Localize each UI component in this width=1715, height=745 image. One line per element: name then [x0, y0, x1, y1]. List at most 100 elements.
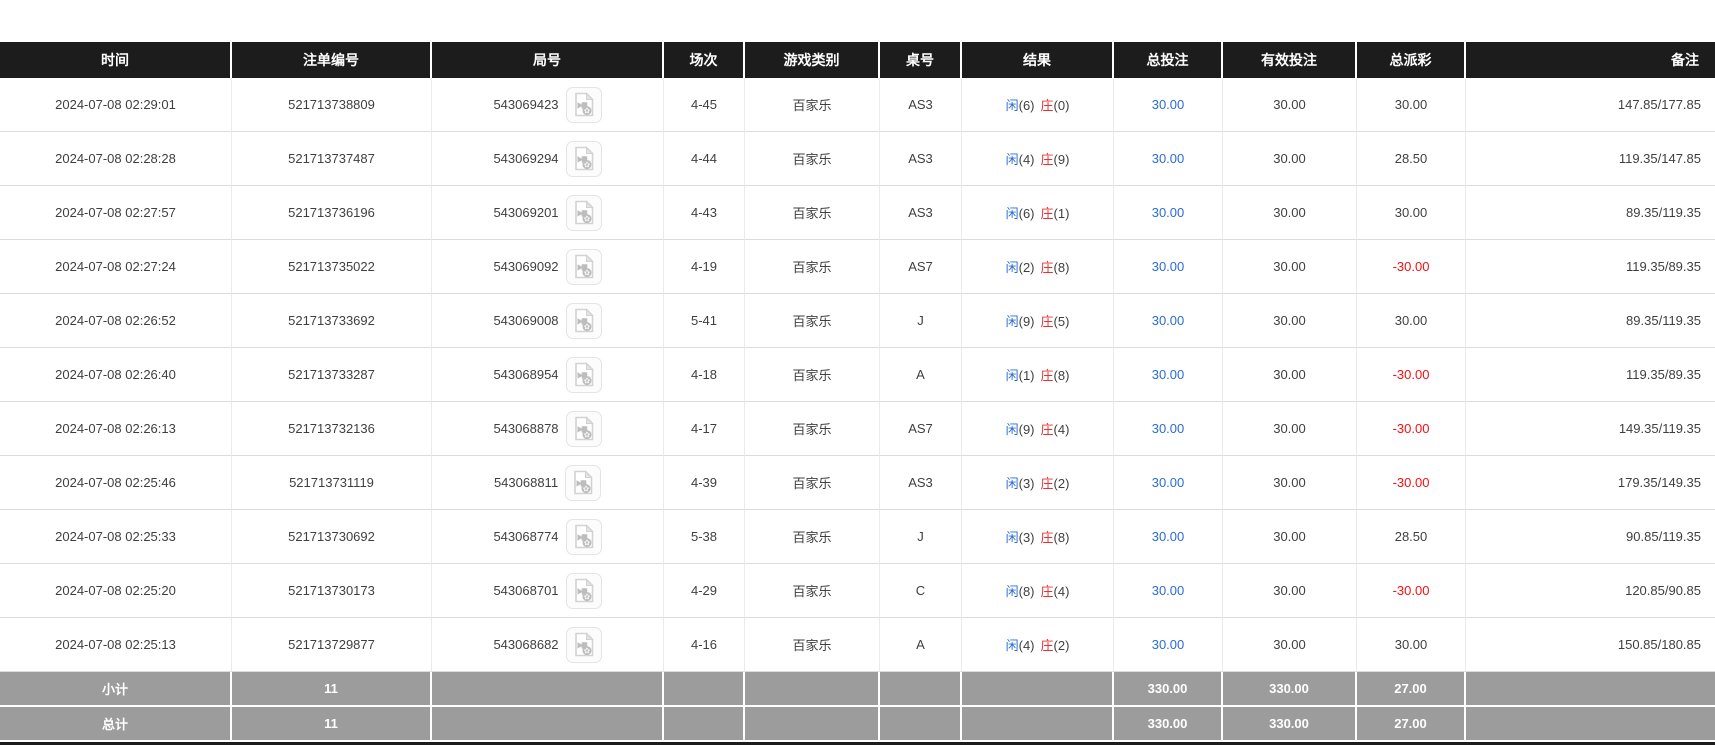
- total-bet-link[interactable]: 30.00: [1151, 205, 1185, 220]
- remark: 149.35/119.35: [1466, 402, 1715, 456]
- col-header-table-no: 桌号: [880, 42, 962, 78]
- video-file-icon: [574, 254, 594, 279]
- result-player-score: (4): [1018, 152, 1035, 167]
- video-file-icon: [574, 92, 594, 117]
- result-player-score: (6): [1018, 98, 1035, 113]
- result-player-label: 闲: [1005, 98, 1019, 113]
- video-replay-button[interactable]: [565, 410, 602, 447]
- valid-bet: 30.00: [1223, 186, 1357, 240]
- round-id: 543069092: [493, 259, 559, 274]
- total-bet-link[interactable]: 30.00: [1151, 367, 1185, 382]
- table-no: AS3: [880, 456, 962, 510]
- col-header-total-payout: 总派彩: [1357, 42, 1466, 78]
- bet-id: 521713732136: [232, 402, 432, 456]
- total-bet-link[interactable]: 30.00: [1151, 637, 1185, 652]
- round-id: 543068774: [493, 529, 559, 544]
- result-banker-label: 庄: [1040, 98, 1054, 113]
- total-bet-link[interactable]: 30.00: [1151, 475, 1185, 490]
- session: 5-41: [664, 294, 745, 348]
- video-replay-button[interactable]: [565, 86, 602, 123]
- bet-time: 2024-07-08 02:26:52: [0, 294, 232, 348]
- total-bet-link[interactable]: 30.00: [1151, 421, 1185, 436]
- video-replay-button[interactable]: [565, 626, 602, 663]
- remark: 119.35/89.35: [1466, 348, 1715, 402]
- result-cell: 闲(6) 庄(0): [962, 78, 1114, 132]
- total-bet-cell: 30.00: [1114, 294, 1223, 348]
- result-player-score: (9): [1018, 422, 1035, 437]
- video-replay-button[interactable]: [565, 356, 602, 393]
- col-header-game-type: 游戏类别: [745, 42, 880, 78]
- result-player-label: 闲: [1005, 368, 1019, 383]
- game-type: 百家乐: [745, 618, 880, 672]
- table-row: 2024-07-08 02:26:52 521713733692 543069008…: [0, 294, 1715, 348]
- result-player-score: (1): [1018, 368, 1035, 383]
- bet-id: 521713736196: [232, 186, 432, 240]
- valid-bet: 30.00: [1223, 456, 1357, 510]
- result-player-score: (9): [1018, 314, 1035, 329]
- video-replay-button[interactable]: [565, 518, 602, 555]
- session: 4-45: [664, 78, 745, 132]
- game-type: 百家乐: [745, 78, 880, 132]
- round-id: 543068954: [493, 367, 559, 382]
- result-player-label: 闲: [1005, 314, 1019, 329]
- round-cell: 543068701: [432, 564, 664, 618]
- result-player-label: 闲: [1005, 584, 1019, 599]
- total-payout: 30.00: [1357, 186, 1466, 240]
- session: 4-19: [664, 240, 745, 294]
- video-replay-button[interactable]: [565, 464, 602, 501]
- table-no: AS7: [880, 402, 962, 456]
- valid-bet: 30.00: [1223, 78, 1357, 132]
- round-id: 543068878: [493, 421, 559, 436]
- round-id: 543068811: [493, 475, 559, 490]
- result-banker-score: (8): [1053, 368, 1070, 383]
- result-player-label: 闲: [1005, 422, 1019, 437]
- remark: 150.85/180.85: [1466, 618, 1715, 672]
- valid-bet: 30.00: [1223, 618, 1357, 672]
- total-bet-link[interactable]: 30.00: [1151, 151, 1185, 166]
- bet-id: 521713733692: [232, 294, 432, 348]
- bet-time: 2024-07-08 02:25:46: [0, 456, 232, 510]
- table-row: 2024-07-08 02:25:20 521713730173 543068701…: [0, 564, 1715, 618]
- valid-bet: 30.00: [1223, 348, 1357, 402]
- video-replay-button[interactable]: [565, 248, 602, 285]
- game-type: 百家乐: [745, 456, 880, 510]
- round-id: 543069423: [493, 97, 559, 112]
- bet-id: 521713730173: [232, 564, 432, 618]
- video-replay-button[interactable]: [565, 194, 602, 231]
- total-bet-link[interactable]: 30.00: [1151, 529, 1185, 544]
- game-type: 百家乐: [745, 186, 880, 240]
- result-banker-score: (8): [1053, 530, 1070, 545]
- result-player-score: (2): [1018, 260, 1035, 275]
- bet-id: 521713738809: [232, 78, 432, 132]
- table-row: 2024-07-08 02:25:33 521713730692 543068774…: [0, 510, 1715, 564]
- summary-valid-bet: 330.00: [1223, 672, 1357, 707]
- result-banker-label: 庄: [1040, 422, 1054, 437]
- total-bet-link[interactable]: 30.00: [1151, 313, 1185, 328]
- result-player-score: (3): [1018, 530, 1035, 545]
- video-replay-button[interactable]: [565, 140, 602, 177]
- bet-time: 2024-07-08 02:26:40: [0, 348, 232, 402]
- total-bet-link[interactable]: 30.00: [1151, 97, 1185, 112]
- total-bet-link[interactable]: 30.00: [1151, 259, 1185, 274]
- result-banker-score: (5): [1053, 314, 1070, 329]
- result-cell: 闲(4) 庄(2): [962, 618, 1114, 672]
- round-cell: 543069423: [432, 78, 664, 132]
- table-row: 2024-07-08 02:27:24 521713735022 543069092…: [0, 240, 1715, 294]
- valid-bet: 30.00: [1223, 294, 1357, 348]
- table-no: AS3: [880, 186, 962, 240]
- round-cell: 543068774: [432, 510, 664, 564]
- video-file-icon: [574, 632, 594, 657]
- video-replay-button[interactable]: [565, 302, 602, 339]
- result-banker-label: 庄: [1040, 314, 1054, 329]
- result-banker-score: (4): [1053, 422, 1070, 437]
- result-banker-label: 庄: [1040, 260, 1054, 275]
- round-cell: 543068954: [432, 348, 664, 402]
- video-replay-button[interactable]: [565, 572, 602, 609]
- round-cell: 543068682: [432, 618, 664, 672]
- round-id: 543069201: [493, 205, 559, 220]
- total-payout: 28.50: [1357, 510, 1466, 564]
- result-banker-score: (8): [1053, 260, 1070, 275]
- summary-label: 总计: [0, 707, 232, 742]
- total-bet-link[interactable]: 30.00: [1151, 583, 1185, 598]
- result-banker-label: 庄: [1040, 152, 1054, 167]
